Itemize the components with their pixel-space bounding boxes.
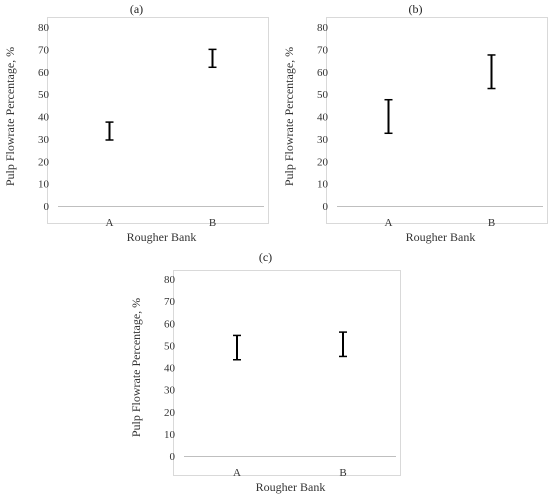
y-tick-label: 80: [317, 22, 329, 34]
error-bar-B: [339, 331, 347, 358]
y-tick-label: 50: [317, 89, 329, 101]
chart-panel-0: 0 10 20 30 40 50 60 70 80 A B Rougher Bank Pulp Flow…: [3, 2, 269, 244]
y-tick-label: 30: [164, 385, 176, 397]
y-tick-label: 20: [38, 156, 50, 168]
y-tick-label: 60: [317, 67, 329, 79]
x-tick-label: B: [488, 217, 495, 229]
y-tick-label: 0: [323, 201, 329, 213]
plot-area-border: [173, 270, 401, 476]
error-bar-A: [233, 334, 241, 361]
y-tick-label: 70: [38, 44, 50, 56]
x-axis-title: Rougher Bank: [406, 230, 476, 244]
x-tick-label: A: [233, 467, 241, 479]
y-tick-label: 40: [317, 112, 329, 124]
y-tick-label: 0: [170, 451, 176, 463]
y-tick-label: 0: [44, 201, 50, 213]
y-tick-label: 10: [38, 179, 50, 191]
error-bar-A: [384, 98, 393, 135]
y-tick-label: 10: [164, 429, 176, 441]
error-bar-B: [208, 48, 217, 69]
y-tick-label: 40: [164, 363, 176, 375]
y-axis-title: Pulp Flowrate Percentage, %: [282, 47, 296, 186]
y-tick-label: 80: [164, 274, 176, 286]
chart-panel-1: 0 10 20 30 40 50 60 70 80 A B Rougher Bank Pulp Flow…: [282, 2, 548, 244]
y-tick-label: 30: [317, 134, 329, 146]
y-tick-label: 60: [38, 67, 50, 79]
x-tick-label: A: [385, 217, 393, 229]
error-bar-A: [105, 121, 114, 141]
panel-label: (a): [130, 2, 143, 16]
chart-panel-2: 0 10 20 30 40 50 60 70 80 A B Rougher Bank Pulp Flow…: [129, 250, 401, 494]
error-bar-B: [487, 54, 496, 90]
x-axis-title: Rougher Bank: [256, 480, 326, 494]
y-tick-label: 50: [164, 340, 176, 352]
x-tick-label: A: [106, 217, 114, 229]
y-tick-label: 20: [164, 407, 176, 419]
y-axis-title: Pulp Flowrate Percentage, %: [129, 298, 143, 437]
y-tick-label: 70: [164, 296, 176, 308]
x-tick-label: B: [339, 467, 346, 479]
y-tick-label: 40: [38, 112, 50, 124]
y-tick-label: 20: [317, 156, 329, 168]
panel-label: (c): [259, 250, 272, 264]
y-tick-label: 50: [38, 89, 50, 101]
x-tick-label: B: [209, 217, 216, 229]
plot-area-border: [326, 17, 548, 224]
plot-area-border: [47, 17, 269, 224]
panel-label: (b): [409, 2, 423, 16]
x-axis-title: Rougher Bank: [127, 230, 197, 244]
y-tick-label: 30: [38, 134, 50, 146]
y-tick-label: 70: [317, 44, 329, 56]
y-axis-title: Pulp Flowrate Percentage, %: [3, 47, 17, 186]
y-tick-label: 80: [38, 22, 50, 34]
y-tick-label: 60: [164, 318, 176, 330]
y-tick-label: 10: [317, 179, 329, 191]
